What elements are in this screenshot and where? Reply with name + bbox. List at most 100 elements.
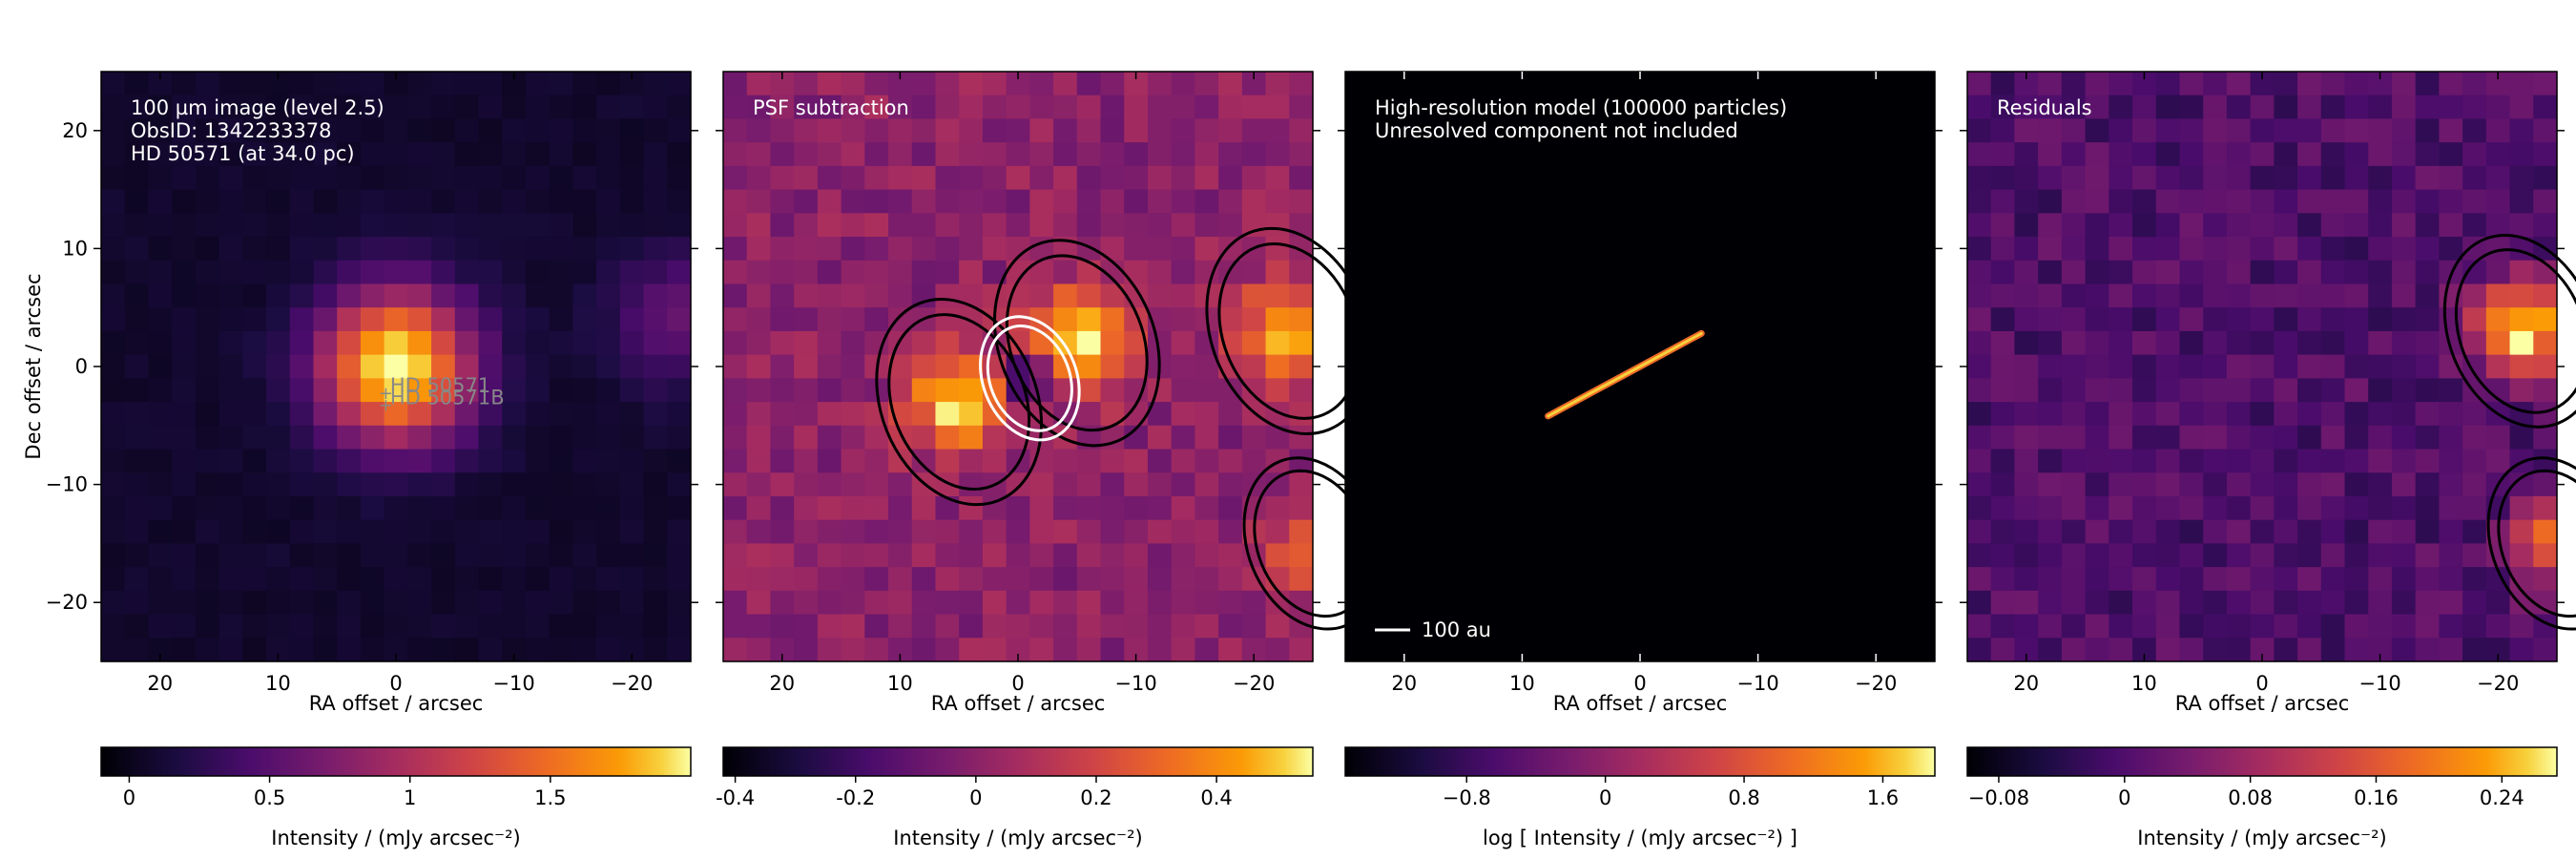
heatmap-cell (2109, 614, 2133, 639)
heatmap-cell (2155, 590, 2181, 616)
heatmap-cell (549, 94, 573, 120)
heatmap-cell (1289, 543, 1314, 568)
heatmap-cell (643, 94, 668, 120)
heatmap-cell (1100, 354, 1125, 379)
heatmap-cell (935, 567, 960, 592)
heatmap-cell (817, 354, 842, 379)
heatmap-cell (2439, 590, 2463, 616)
heatmap-cell (2274, 72, 2298, 96)
heatmap-cell (2132, 614, 2157, 639)
heatmap-cell (619, 354, 645, 379)
heatmap-cell (337, 449, 362, 473)
heatmap-cell (643, 425, 668, 450)
x-tick-label: 10 (887, 672, 913, 695)
heatmap-cell (1124, 449, 1149, 473)
heatmap-cell (2085, 354, 2109, 379)
contour-line (986, 324, 1073, 432)
heatmap-cell (2061, 519, 2087, 544)
heatmap-cell (1195, 189, 1219, 214)
heatmap-cell (1053, 165, 1078, 191)
heatmap-cell (384, 495, 408, 521)
heatmap-cell (2368, 142, 2393, 167)
heatmap-cell (667, 402, 692, 427)
heatmap-cell (124, 354, 150, 379)
heatmap-cell (525, 213, 551, 238)
heatmap-cell (431, 283, 456, 308)
heatmap-cell (2509, 213, 2534, 238)
heatmap-cell (1100, 638, 1125, 662)
heatmap-cell (525, 378, 551, 403)
heatmap-cell (1029, 590, 1054, 616)
heatmap-cell (1967, 165, 1992, 191)
heatmap-cell (959, 590, 984, 616)
heatmap-cell (384, 354, 408, 379)
heatmap-cell (888, 189, 913, 214)
heatmap-cell (2179, 72, 2204, 96)
heatmap-cell (2226, 142, 2252, 167)
heatmap-cell (2061, 638, 2087, 662)
heatmap-cell (2203, 614, 2228, 639)
heatmap-cell (864, 519, 889, 544)
heatmap-cell (572, 614, 597, 639)
heatmap-cell (667, 213, 692, 238)
heatmap-cell (407, 519, 432, 544)
heatmap-cell (289, 165, 315, 191)
heatmap-cell (2132, 378, 2157, 403)
heatmap-cell (1076, 614, 1102, 639)
heatmap-cell (124, 614, 150, 639)
heatmap-cell (1195, 378, 1219, 403)
heatmap-cell (266, 307, 291, 332)
heatmap-cell (2297, 567, 2322, 592)
heatmap-cell (242, 260, 267, 285)
heatmap-cell (770, 567, 795, 592)
heatmap-cell (1124, 94, 1149, 120)
heatmap-cell (454, 495, 480, 521)
heatmap-cell (337, 402, 362, 427)
heatmap-cell (1076, 94, 1102, 120)
heatmap-cell (667, 378, 692, 403)
heatmap-cell (148, 472, 173, 497)
heatmap-cell (596, 72, 621, 96)
heatmap-cell (431, 307, 456, 332)
heatmap-cell (911, 213, 937, 238)
heatmap-cell (2368, 590, 2393, 616)
heatmap-cell (1967, 260, 1992, 285)
heatmap-cell (431, 638, 456, 662)
y-tick-label: 10 (62, 237, 88, 260)
heatmap-cell (502, 402, 527, 427)
heatmap-cell (2203, 283, 2228, 308)
heatmap-cell (1218, 307, 1243, 332)
heatmap-cell (313, 425, 338, 450)
heatmap-cell (2297, 94, 2322, 120)
heatmap-cell (1029, 142, 1054, 167)
heatmap-cell (337, 519, 362, 544)
heatmap-cell (643, 142, 668, 167)
heatmap-cell (218, 94, 243, 120)
x-tick-label: 0 (1633, 672, 1646, 695)
heatmap-cell (1990, 94, 2016, 120)
heatmap-cell (1053, 567, 1078, 592)
heatmap-cell (1053, 472, 1078, 497)
heatmap-cell (525, 142, 551, 167)
heatmap-cell (596, 472, 621, 497)
heatmap-cell (266, 567, 291, 592)
heatmap-cell (643, 495, 668, 521)
heatmap-cell (2274, 237, 2298, 262)
heatmap-cell (1967, 495, 1992, 521)
heatmap-cell (2203, 638, 2228, 662)
heatmap-cell (841, 283, 865, 308)
heatmap-cell (124, 72, 150, 96)
heatmap-cell (2533, 567, 2558, 592)
heatmap-cell (148, 260, 173, 285)
heatmap-cell (360, 402, 385, 427)
heatmap-cell (888, 283, 913, 308)
heatmap-cell (2061, 94, 2087, 120)
heatmap-cell (770, 590, 795, 616)
heatmap-cell (1265, 237, 1290, 262)
heatmap-cell (478, 307, 503, 332)
heatmap-cell (384, 449, 408, 473)
heatmap-cell (2179, 378, 2204, 403)
heatmap-cell (1990, 638, 2016, 662)
heatmap-cell (2155, 330, 2181, 356)
heatmap-cell (337, 237, 362, 262)
